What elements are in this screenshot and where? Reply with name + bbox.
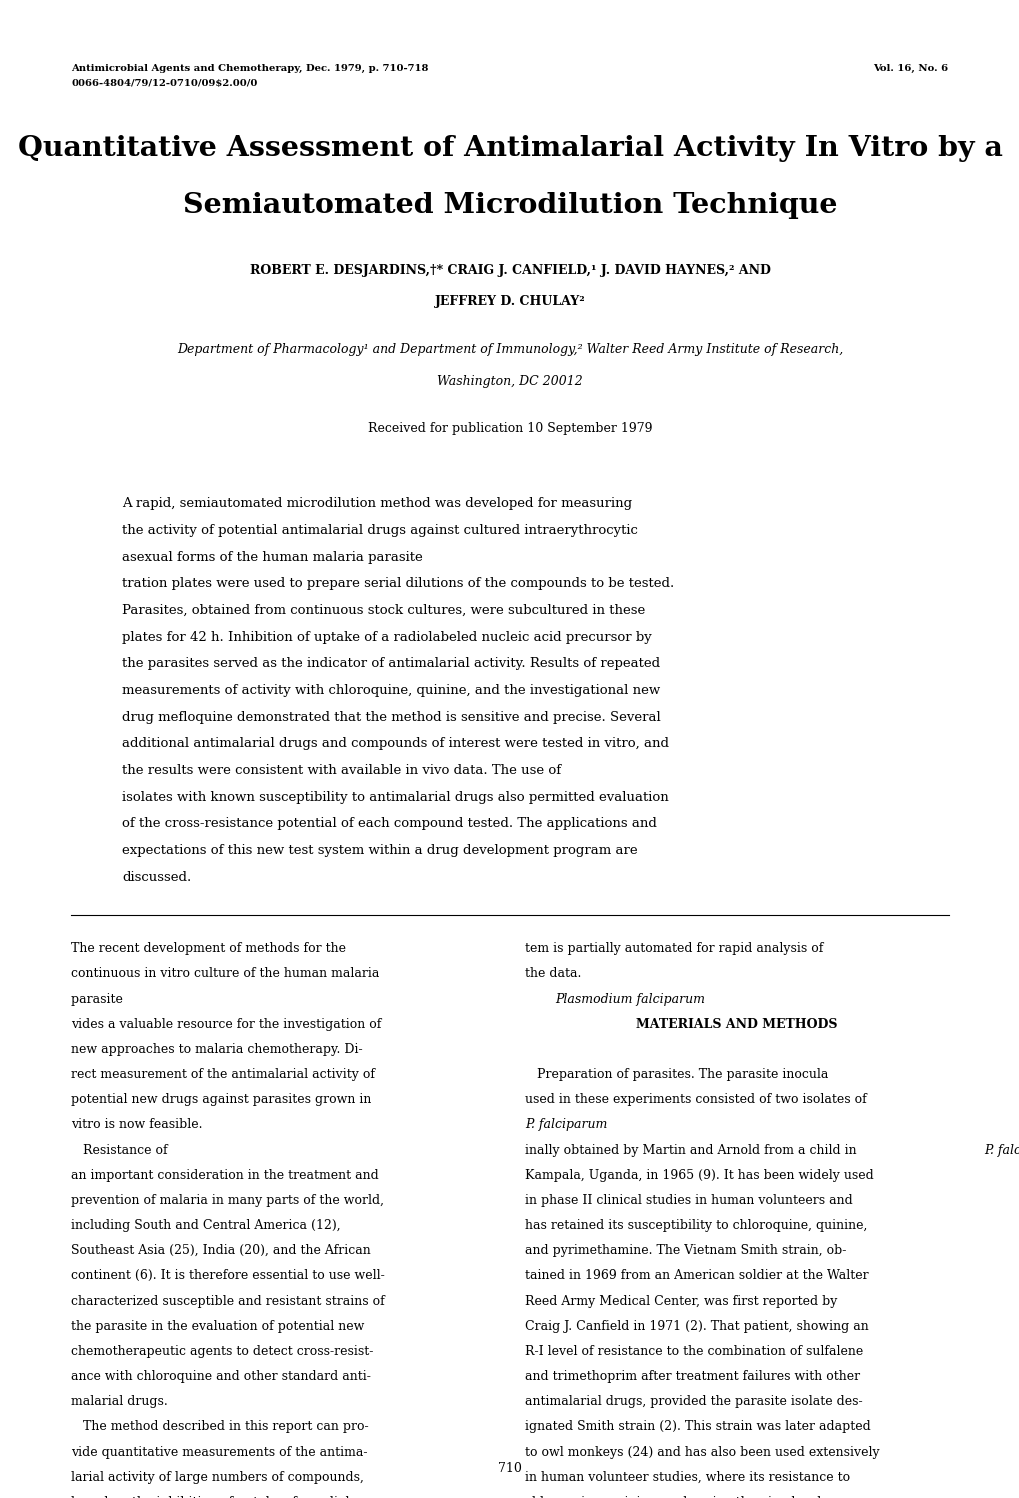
Text: in phase II clinical studies in human volunteers and: in phase II clinical studies in human vo… — [525, 1194, 852, 1207]
Text: Semiautomated Microdilution Technique: Semiautomated Microdilution Technique — [182, 192, 837, 219]
Text: the parasites served as the indicator of antimalarial activity. Results of repea: the parasites served as the indicator of… — [122, 658, 660, 670]
Text: drug mefloquine demonstrated that the method is sensitive and precise. Several: drug mefloquine demonstrated that the me… — [122, 710, 660, 724]
Text: chemotherapeutic agents to detect cross-resist-: chemotherapeutic agents to detect cross-… — [71, 1345, 373, 1357]
Text: isolates with known susceptibility to antimalarial drugs also permitted evaluati: isolates with known susceptibility to an… — [122, 791, 668, 803]
Text: Received for publication 10 September 1979: Received for publication 10 September 19… — [368, 422, 651, 436]
Text: 710: 710 — [497, 1462, 522, 1476]
Text: Southeast Asia (25), India (20), and the African: Southeast Asia (25), India (20), and the… — [71, 1245, 371, 1257]
Text: larial activity of large numbers of compounds,: larial activity of large numbers of comp… — [71, 1471, 364, 1483]
Text: JEFFREY D. CHULAY²: JEFFREY D. CHULAY² — [434, 295, 585, 309]
Text: of the cross-resistance potential of each compound tested. The applications and: of the cross-resistance potential of eac… — [122, 818, 656, 830]
Text: the activity of potential antimalarial drugs against cultured intraerythrocytic: the activity of potential antimalarial d… — [122, 524, 638, 536]
Text: expectations of this new test system within a drug development program are: expectations of this new test system wit… — [122, 843, 638, 857]
Text: Vol. 16, No. 6: Vol. 16, No. 6 — [872, 64, 948, 73]
Text: characterized susceptible and resistant strains of: characterized susceptible and resistant … — [71, 1294, 385, 1308]
Text: Resistance of: Resistance of — [71, 1143, 172, 1156]
Text: The method described in this report can pro-: The method described in this report can … — [71, 1420, 369, 1434]
Text: measurements of activity with chloroquine, quinine, and the investigational new: measurements of activity with chloroquin… — [122, 685, 660, 697]
Text: in human volunteer studies, where its resistance to: in human volunteer studies, where its re… — [525, 1471, 850, 1483]
Text: Preparation of parasites. The parasite inocula: Preparation of parasites. The parasite i… — [525, 1068, 827, 1082]
Text: new approaches to malaria chemotherapy. Di-: new approaches to malaria chemotherapy. … — [71, 1043, 363, 1056]
Text: and pyrimethamine. The Vietnam Smith strain, ob-: and pyrimethamine. The Vietnam Smith str… — [525, 1245, 846, 1257]
Text: and trimethoprim after treatment failures with other: and trimethoprim after treatment failure… — [525, 1371, 860, 1383]
Text: has retained its susceptibility to chloroquine, quinine,: has retained its susceptibility to chlor… — [525, 1219, 867, 1231]
Text: vides a valuable resource for the investigation of: vides a valuable resource for the invest… — [71, 1017, 381, 1031]
Text: continent (6). It is therefore essential to use well-: continent (6). It is therefore essential… — [71, 1269, 385, 1282]
Text: rect measurement of the antimalarial activity of: rect measurement of the antimalarial act… — [71, 1068, 375, 1082]
Text: chloroquine, quinine, and pyrimethamine has been: chloroquine, quinine, and pyrimethamine … — [525, 1497, 848, 1498]
Text: ignated Smith strain (2). This strain was later adapted: ignated Smith strain (2). This strain wa… — [525, 1420, 870, 1434]
Text: MATERIALS AND METHODS: MATERIALS AND METHODS — [636, 1017, 837, 1031]
Text: ance with chloroquine and other standard anti-: ance with chloroquine and other standard… — [71, 1371, 371, 1383]
Text: tem is partially automated for rapid analysis of: tem is partially automated for rapid ana… — [525, 942, 823, 956]
Text: Kampala, Uganda, in 1965 (9). It has been widely used: Kampala, Uganda, in 1965 (9). It has bee… — [525, 1168, 873, 1182]
Text: P. falciparum: P. falciparum — [525, 1119, 607, 1131]
Text: the results were consistent with available in vivo data. The use of: the results were consistent with availab… — [122, 764, 566, 777]
Text: parasite: parasite — [71, 993, 127, 1005]
Text: additional antimalarial drugs and compounds of interest were tested in vitro, an: additional antimalarial drugs and compou… — [122, 737, 668, 750]
Text: Washington, DC 20012: Washington, DC 20012 — [437, 374, 582, 388]
Text: Plasmodium falciparum: Plasmodium falciparum — [554, 993, 704, 1005]
Text: ROBERT E. DESJARDINS,†* CRAIG J. CANFIELD,¹ J. DAVID HAYNES,² AND: ROBERT E. DESJARDINS,†* CRAIG J. CANFIEL… — [250, 264, 769, 277]
Text: plates for 42 h. Inhibition of uptake of a radiolabeled nucleic acid precursor b: plates for 42 h. Inhibition of uptake of… — [122, 631, 651, 644]
Text: vitro is now feasible.: vitro is now feasible. — [71, 1119, 203, 1131]
Text: asexual forms of the human malaria parasite: asexual forms of the human malaria paras… — [122, 551, 427, 563]
Text: including South and Central America (12),: including South and Central America (12)… — [71, 1219, 340, 1231]
Text: based on the inhibition of uptake of a radiola-: based on the inhibition of uptake of a r… — [71, 1497, 361, 1498]
Text: Parasites, obtained from continuous stock cultures, were subcultured in these: Parasites, obtained from continuous stoc… — [122, 604, 645, 617]
Text: prevention of malaria in many parts of the world,: prevention of malaria in many parts of t… — [71, 1194, 384, 1207]
Text: continuous in vitro culture of the human malaria: continuous in vitro culture of the human… — [71, 968, 379, 980]
Text: used in these experiments consisted of two isolates of: used in these experiments consisted of t… — [525, 1094, 866, 1106]
Text: Reed Army Medical Center, was first reported by: Reed Army Medical Center, was first repo… — [525, 1294, 837, 1308]
Text: Antimicrobial Agents and Chemotherapy, Dec. 1979, p. 710-718: Antimicrobial Agents and Chemotherapy, D… — [71, 64, 428, 73]
Text: an important consideration in the treatment and: an important consideration in the treatm… — [71, 1168, 379, 1182]
Text: P. falciparum: P. falciparum — [983, 1143, 1019, 1156]
Text: tained in 1969 from an American soldier at the Walter: tained in 1969 from an American soldier … — [525, 1269, 868, 1282]
Text: antimalarial drugs, provided the parasite isolate des-: antimalarial drugs, provided the parasit… — [525, 1395, 862, 1408]
Text: Quantitative Assessment of Antimalarial Activity In Vitro by a: Quantitative Assessment of Antimalarial … — [17, 135, 1002, 162]
Text: to owl monkeys (24) and has also been used extensively: to owl monkeys (24) and has also been us… — [525, 1446, 879, 1459]
Text: Department of Pharmacology¹ and Department of Immunology,² Walter Reed Army Inst: Department of Pharmacology¹ and Departme… — [176, 343, 843, 357]
Text: A rapid, semiautomated microdilution method was developed for measuring: A rapid, semiautomated microdilution met… — [122, 497, 632, 511]
Text: 0066-4804/79/12-0710/09$2.00/0: 0066-4804/79/12-0710/09$2.00/0 — [71, 79, 258, 88]
Text: Craig J. Canfield in 1971 (2). That patient, showing an: Craig J. Canfield in 1971 (2). That pati… — [525, 1320, 868, 1333]
Text: the parasite in the evaluation of potential new: the parasite in the evaluation of potent… — [71, 1320, 365, 1333]
Text: inally obtained by Martin and Arnold from a child in: inally obtained by Martin and Arnold fro… — [525, 1143, 856, 1156]
Text: malarial drugs.: malarial drugs. — [71, 1395, 168, 1408]
Text: The recent development of methods for the: The recent development of methods for th… — [71, 942, 346, 956]
Text: potential new drugs against parasites grown in: potential new drugs against parasites gr… — [71, 1094, 371, 1106]
Text: R-I level of resistance to the combination of sulfalene: R-I level of resistance to the combinati… — [525, 1345, 863, 1357]
Text: discussed.: discussed. — [122, 870, 192, 884]
Text: the data.: the data. — [525, 968, 581, 980]
Text: tration plates were used to prepare serial dilutions of the compounds to be test: tration plates were used to prepare seri… — [122, 577, 674, 590]
Text: vide quantitative measurements of the antima-: vide quantitative measurements of the an… — [71, 1446, 368, 1459]
